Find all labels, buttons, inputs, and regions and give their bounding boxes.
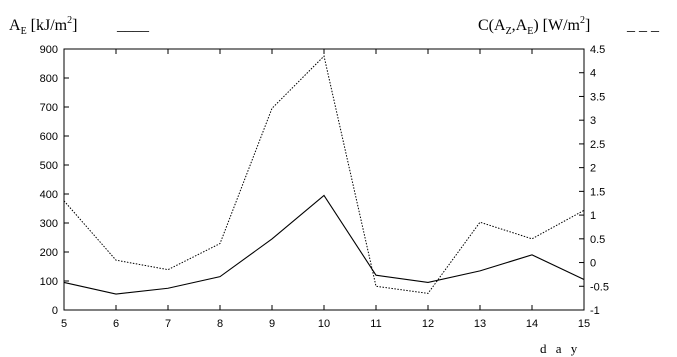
right-tick-label: 2.5 [590, 139, 605, 151]
right-tick-label: 4 [590, 68, 596, 80]
plot-frame [63, 48, 585, 311]
x-tick-label: 12 [422, 318, 434, 330]
right-tick-label: 3.5 [590, 91, 605, 103]
right-tick-label: -0.5 [590, 281, 609, 293]
x-tick-label: 10 [318, 318, 330, 330]
left-tick-label: 500 [40, 160, 58, 172]
left-tick-label: 300 [40, 218, 58, 230]
x-tick-label: 13 [474, 318, 486, 330]
x-tick-label: 6 [113, 318, 119, 330]
x-tick-label: 7 [165, 318, 171, 330]
right-tick-label: 1 [590, 210, 596, 222]
left-tick-label: 700 [40, 102, 58, 114]
left-axis-title: AE [kJ/m2] [9, 15, 77, 37]
left-tick-label: 200 [40, 247, 58, 259]
x-tick-label: 15 [578, 318, 590, 330]
left-y-axis: 0 100 200 300 400 500 600 700 800 900 [40, 44, 69, 317]
x-tick-label: 5 [61, 318, 67, 330]
left-tick-label: 800 [40, 73, 58, 85]
x-axis: 5 6 7 8 9 10 11 12 13 14 15 [61, 49, 590, 330]
left-tick-label: 100 [40, 276, 58, 288]
left-legend-line: ____ [116, 17, 150, 34]
right-axis-title: C(AZ,AE) [W/m2] [478, 15, 590, 37]
left-tick-label: 600 [40, 131, 58, 143]
left-tick-label: 0 [52, 305, 58, 317]
right-tick-label: 3 [590, 115, 596, 127]
right-tick-label: -1 [590, 305, 600, 317]
left-tick-label: 400 [40, 189, 58, 201]
series-layer [63, 55, 585, 295]
right-tick-label: 4.5 [590, 44, 605, 56]
right-tick-label: 1.5 [590, 186, 605, 198]
right-tick-label: 0 [590, 258, 596, 270]
series-left-solid-line [63, 194, 585, 295]
right-tick-label: 2 [590, 163, 596, 175]
series-right-dotted-line [63, 55, 585, 294]
x-tick-label: 9 [269, 318, 275, 330]
x-axis-label: d a y [540, 341, 580, 356]
x-tick-label: 11 [370, 318, 381, 330]
left-tick-label: 900 [40, 44, 58, 56]
x-tick-label: 8 [217, 318, 223, 330]
x-tick-label: 14 [526, 318, 538, 330]
right-tick-label: 0.5 [590, 234, 605, 246]
right-legend-line: _ _ _ [626, 17, 660, 34]
right-y-axis: -1 -0.5 0 0.5 1 1.5 2 2.5 3 3.5 4 4.5 [579, 44, 609, 317]
